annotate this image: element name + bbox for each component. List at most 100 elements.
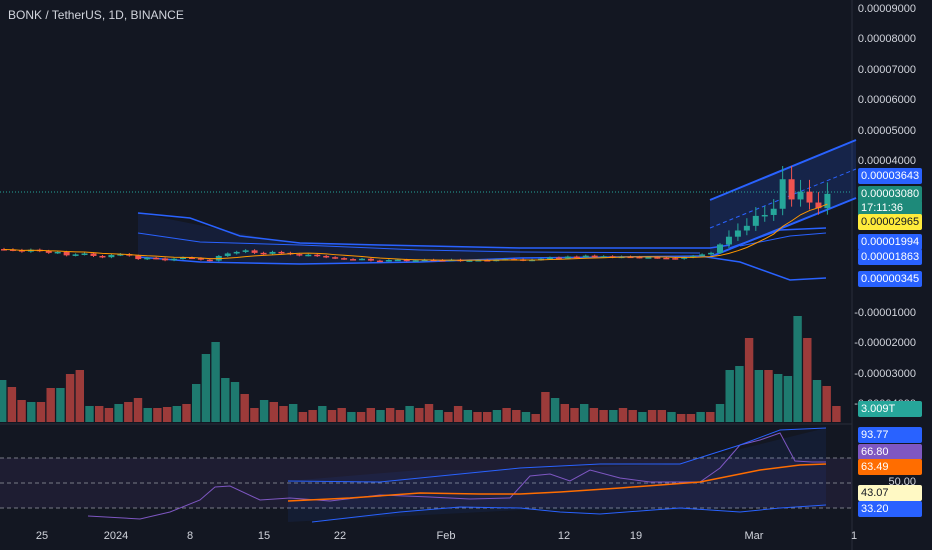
candle-body — [117, 254, 124, 256]
volume-bar — [46, 388, 55, 422]
countdown-badge: 17:11:36 — [858, 200, 922, 216]
volume-bar — [735, 366, 744, 422]
band-mid-line — [137, 232, 701, 254]
candle-body — [573, 256, 580, 259]
volume-bar — [822, 386, 831, 422]
volume-bar — [318, 406, 327, 422]
volume-bar — [512, 410, 521, 422]
volume-bar — [192, 384, 201, 422]
volume-bar — [376, 410, 385, 422]
candle-body — [385, 259, 392, 262]
rsi-band-fill — [288, 428, 826, 522]
rsi-badge-e: 33.20 — [858, 501, 922, 517]
candle-body — [761, 214, 768, 217]
volume-bar — [386, 408, 395, 422]
volume-bar — [628, 410, 637, 422]
price-tick-label: -0.00003000 — [854, 367, 916, 380]
candle-body — [600, 256, 607, 258]
volume-bar — [492, 410, 502, 422]
volume-bar — [0, 380, 7, 422]
candle-body — [350, 259, 357, 261]
candle-body — [403, 259, 410, 262]
rsi-band-lower — [311, 504, 827, 523]
candle-body — [788, 179, 795, 200]
volume-bar — [521, 412, 531, 422]
volume-bar — [221, 378, 230, 422]
candle-body — [144, 257, 151, 260]
volume-bar — [725, 370, 734, 422]
time-tick-label: 22 — [333, 530, 347, 542]
volume-bar — [764, 370, 773, 422]
volume-bar — [133, 398, 143, 422]
candle-body — [752, 215, 759, 226]
price-tick-label: 0.00008000 — [857, 33, 916, 46]
moving-average-line — [3, 203, 828, 261]
candle-body — [108, 255, 115, 258]
candle-body — [824, 193, 831, 209]
volume-bar — [550, 398, 560, 422]
volume-bar — [453, 406, 463, 422]
candle-body — [63, 251, 70, 256]
volume-bar — [17, 400, 26, 422]
volume-bar — [56, 388, 65, 422]
candle-body — [412, 260, 419, 262]
volume-bar — [560, 404, 569, 422]
volume-bar — [657, 410, 666, 422]
candle-body — [484, 259, 491, 262]
volume-bar — [347, 412, 356, 422]
volume-bar — [744, 338, 754, 422]
volume-bar — [783, 376, 793, 422]
candle-body — [260, 252, 267, 255]
candle-body — [45, 250, 52, 253]
volume-bar — [754, 370, 763, 422]
volume-bar — [803, 338, 812, 422]
volume-bar — [211, 342, 220, 422]
volume-bar — [279, 406, 288, 422]
volume-bar — [570, 408, 579, 422]
candle-body — [421, 259, 428, 262]
candle-body — [645, 257, 652, 259]
candle-body — [376, 260, 383, 263]
candle-body — [663, 257, 670, 260]
volume-bar — [580, 404, 589, 422]
candle-body — [770, 208, 777, 215]
volume-bar — [541, 392, 550, 422]
volume-bar — [114, 404, 123, 422]
mid-b-badge: 0.00001863 — [858, 249, 922, 265]
price-tick-label: -0.00001000 — [854, 307, 916, 319]
candle-body — [197, 258, 204, 260]
candle-body — [636, 256, 643, 259]
candle-body — [162, 258, 169, 261]
candle-body — [278, 251, 285, 254]
candle-body — [582, 255, 589, 258]
candle-body — [806, 191, 813, 203]
candle-body — [797, 191, 804, 200]
candle-body — [439, 259, 446, 262]
candle-body — [242, 250, 249, 252]
candle-body — [269, 251, 276, 254]
ma-badge: 0.00002965 — [858, 214, 922, 230]
volume-bar — [647, 410, 657, 422]
price-tick-label: 0.00006000 — [857, 94, 916, 107]
candle-body — [180, 257, 186, 260]
rsi-ma-line — [287, 463, 827, 502]
candle-body — [341, 258, 348, 260]
candle-body — [466, 260, 473, 262]
volume-bar — [65, 374, 75, 422]
rsi-line — [87, 432, 826, 520]
candle-body — [233, 251, 240, 254]
volume-bar — [327, 410, 337, 422]
volume-bar — [424, 404, 434, 422]
volume-bar — [434, 410, 443, 422]
candle-body — [743, 225, 750, 231]
candle-body — [99, 255, 106, 258]
volume-bar — [250, 408, 259, 422]
candle-body — [314, 254, 321, 257]
volume-bar — [618, 408, 628, 422]
price-tick-label: 0.00007000 — [857, 63, 916, 76]
last-price-badge: 0.00003080 — [858, 186, 922, 202]
volume-bar — [774, 374, 783, 422]
volume-bar — [405, 406, 414, 422]
volume-bar — [36, 402, 46, 422]
